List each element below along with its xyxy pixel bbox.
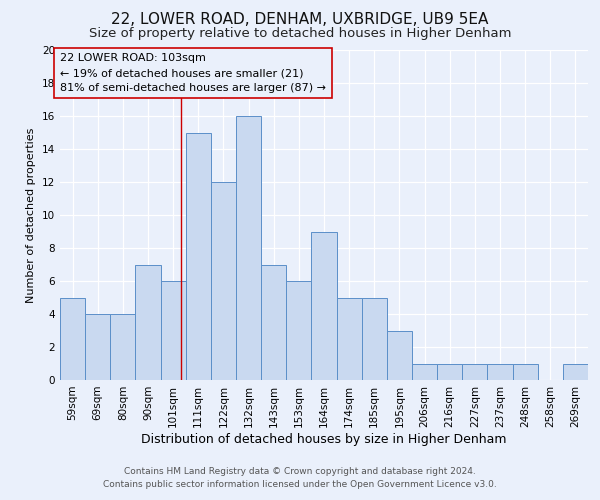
Bar xyxy=(286,281,311,380)
Bar xyxy=(462,364,487,380)
Bar xyxy=(487,364,512,380)
X-axis label: Distribution of detached houses by size in Higher Denham: Distribution of detached houses by size … xyxy=(141,432,507,446)
Text: 22 LOWER ROAD: 103sqm
← 19% of detached houses are smaller (21)
81% of semi-deta: 22 LOWER ROAD: 103sqm ← 19% of detached … xyxy=(60,54,326,93)
Bar xyxy=(186,132,211,380)
Text: 22, LOWER ROAD, DENHAM, UXBRIDGE, UB9 5EA: 22, LOWER ROAD, DENHAM, UXBRIDGE, UB9 5E… xyxy=(112,12,488,28)
Bar xyxy=(311,232,337,380)
Bar xyxy=(261,264,286,380)
Bar xyxy=(60,298,85,380)
Bar xyxy=(412,364,437,380)
Text: Contains HM Land Registry data © Crown copyright and database right 2024.
Contai: Contains HM Land Registry data © Crown c… xyxy=(103,467,497,489)
Bar xyxy=(136,264,161,380)
Bar xyxy=(362,298,387,380)
Bar xyxy=(337,298,362,380)
Bar xyxy=(85,314,110,380)
Y-axis label: Number of detached properties: Number of detached properties xyxy=(26,128,37,302)
Bar xyxy=(161,281,186,380)
Bar xyxy=(236,116,261,380)
Bar xyxy=(110,314,136,380)
Bar xyxy=(437,364,462,380)
Bar xyxy=(512,364,538,380)
Bar xyxy=(387,330,412,380)
Bar xyxy=(211,182,236,380)
Bar xyxy=(563,364,588,380)
Text: Size of property relative to detached houses in Higher Denham: Size of property relative to detached ho… xyxy=(89,28,511,40)
